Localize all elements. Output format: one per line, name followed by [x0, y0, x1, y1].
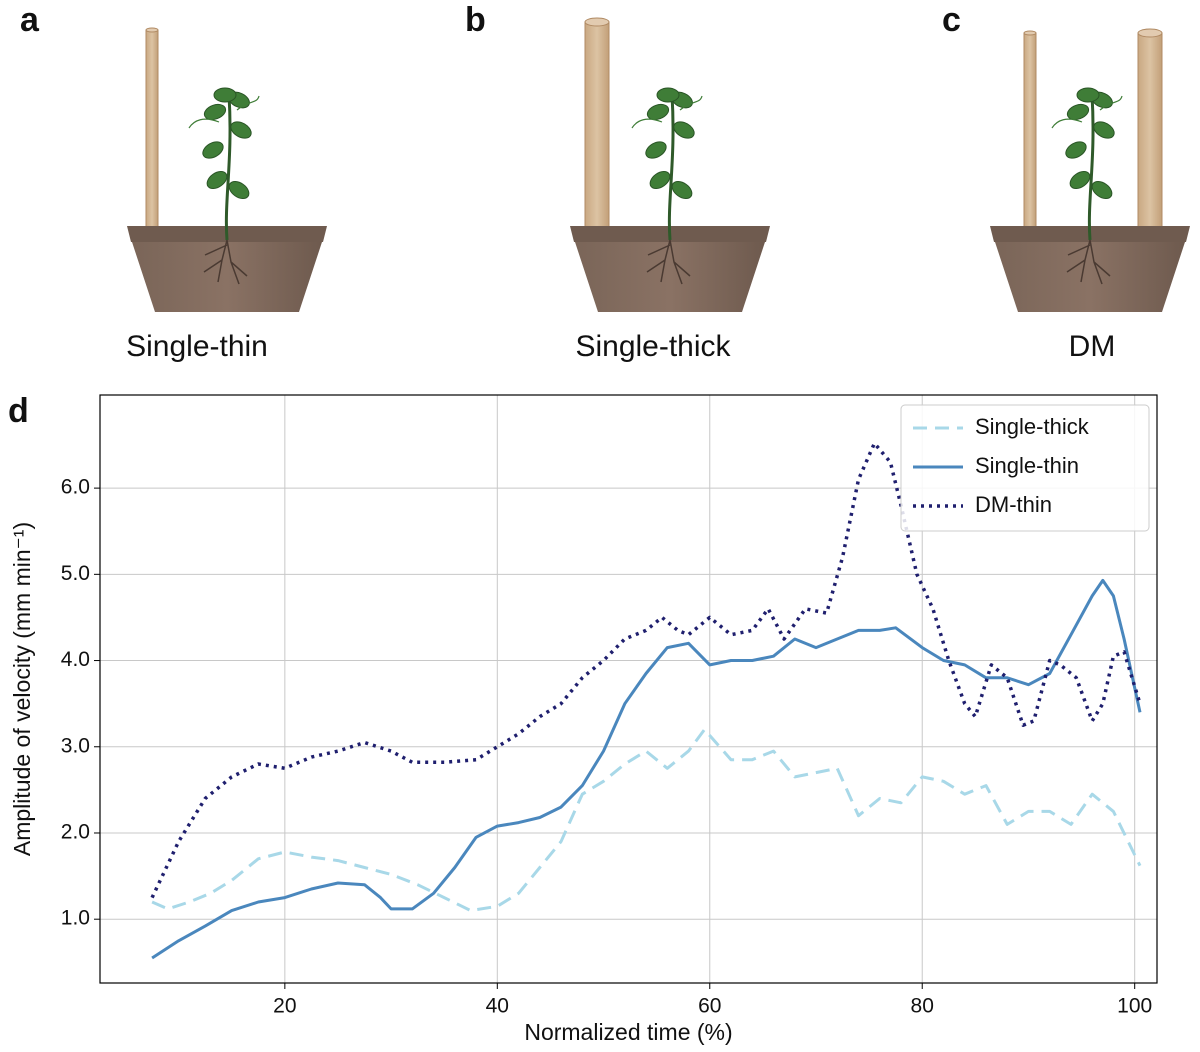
- leaf: [646, 103, 670, 121]
- legend-box: [900, 404, 1150, 532]
- leaf: [671, 180, 693, 200]
- legend-text: DM-thin: [975, 492, 1052, 517]
- stem: [224, 94, 232, 241]
- leaf: [203, 103, 227, 121]
- plot-frame: [99, 394, 1158, 984]
- leaf: [213, 87, 237, 103]
- stem: [667, 94, 675, 241]
- panel-caption: Single-thin: [126, 330, 268, 363]
- leaf: [206, 170, 228, 190]
- pot-illustration: [127, 87, 327, 312]
- stem: [1087, 94, 1095, 241]
- x-tick-label: 40: [486, 995, 509, 1018]
- pot-body: [995, 242, 1185, 312]
- panel-label: d: [8, 392, 29, 430]
- x-tick-label: 20: [273, 995, 296, 1018]
- roots: [646, 239, 691, 285]
- pot-body: [132, 242, 322, 312]
- y-tick-label: 1.0: [61, 907, 90, 930]
- leaf: [1065, 141, 1087, 159]
- leaf: [656, 87, 680, 103]
- y-tick-label: 4.0: [61, 648, 90, 671]
- leaf: [645, 141, 667, 159]
- tendril: [1051, 95, 1123, 129]
- stake-top: [1137, 28, 1163, 38]
- pot-illustration: [990, 87, 1190, 312]
- y-tick-label: 3.0: [61, 734, 90, 757]
- x-axis-label: Normalized time (%): [524, 1019, 732, 1045]
- series-line: [151, 578, 1142, 960]
- stake-top: [145, 27, 159, 33]
- panel-caption: DM: [1069, 330, 1116, 363]
- panel-label: c: [942, 1, 961, 39]
- y-tick-label: 5.0: [61, 562, 90, 585]
- panel-label: a: [20, 1, 40, 39]
- stake-top: [1023, 30, 1037, 36]
- tendril: [188, 95, 260, 129]
- leaf: [1069, 170, 1091, 190]
- leaf: [1066, 103, 1090, 121]
- roots: [203, 239, 248, 285]
- pot-body: [575, 242, 765, 312]
- x-tick-label: 100: [1117, 995, 1152, 1018]
- roots: [1066, 239, 1111, 285]
- tendril: [631, 95, 703, 129]
- x-tick-label: 80: [911, 995, 934, 1018]
- y-axis-label: Amplitude of velocity (mm min⁻¹): [9, 522, 35, 856]
- panel-label: b: [465, 1, 486, 39]
- leaf: [673, 121, 695, 139]
- leaf: [649, 170, 671, 190]
- leaf: [1093, 121, 1115, 139]
- stake-top: [584, 17, 610, 27]
- y-tick-label: 2.0: [61, 821, 90, 844]
- panel-caption: Single-thick: [575, 330, 731, 363]
- leaf: [1091, 180, 1113, 200]
- pot-illustration: [570, 87, 770, 312]
- series-line: [151, 728, 1142, 913]
- series-line: [150, 441, 1142, 899]
- leaf: [202, 141, 224, 159]
- leaf: [228, 180, 250, 200]
- x-tick-label: 60: [698, 995, 721, 1018]
- leaf: [230, 121, 252, 139]
- legend-text: Single-thick: [975, 414, 1090, 439]
- leaf: [1076, 87, 1100, 103]
- legend-text: Single-thin: [975, 453, 1079, 478]
- y-tick-label: 6.0: [61, 476, 90, 499]
